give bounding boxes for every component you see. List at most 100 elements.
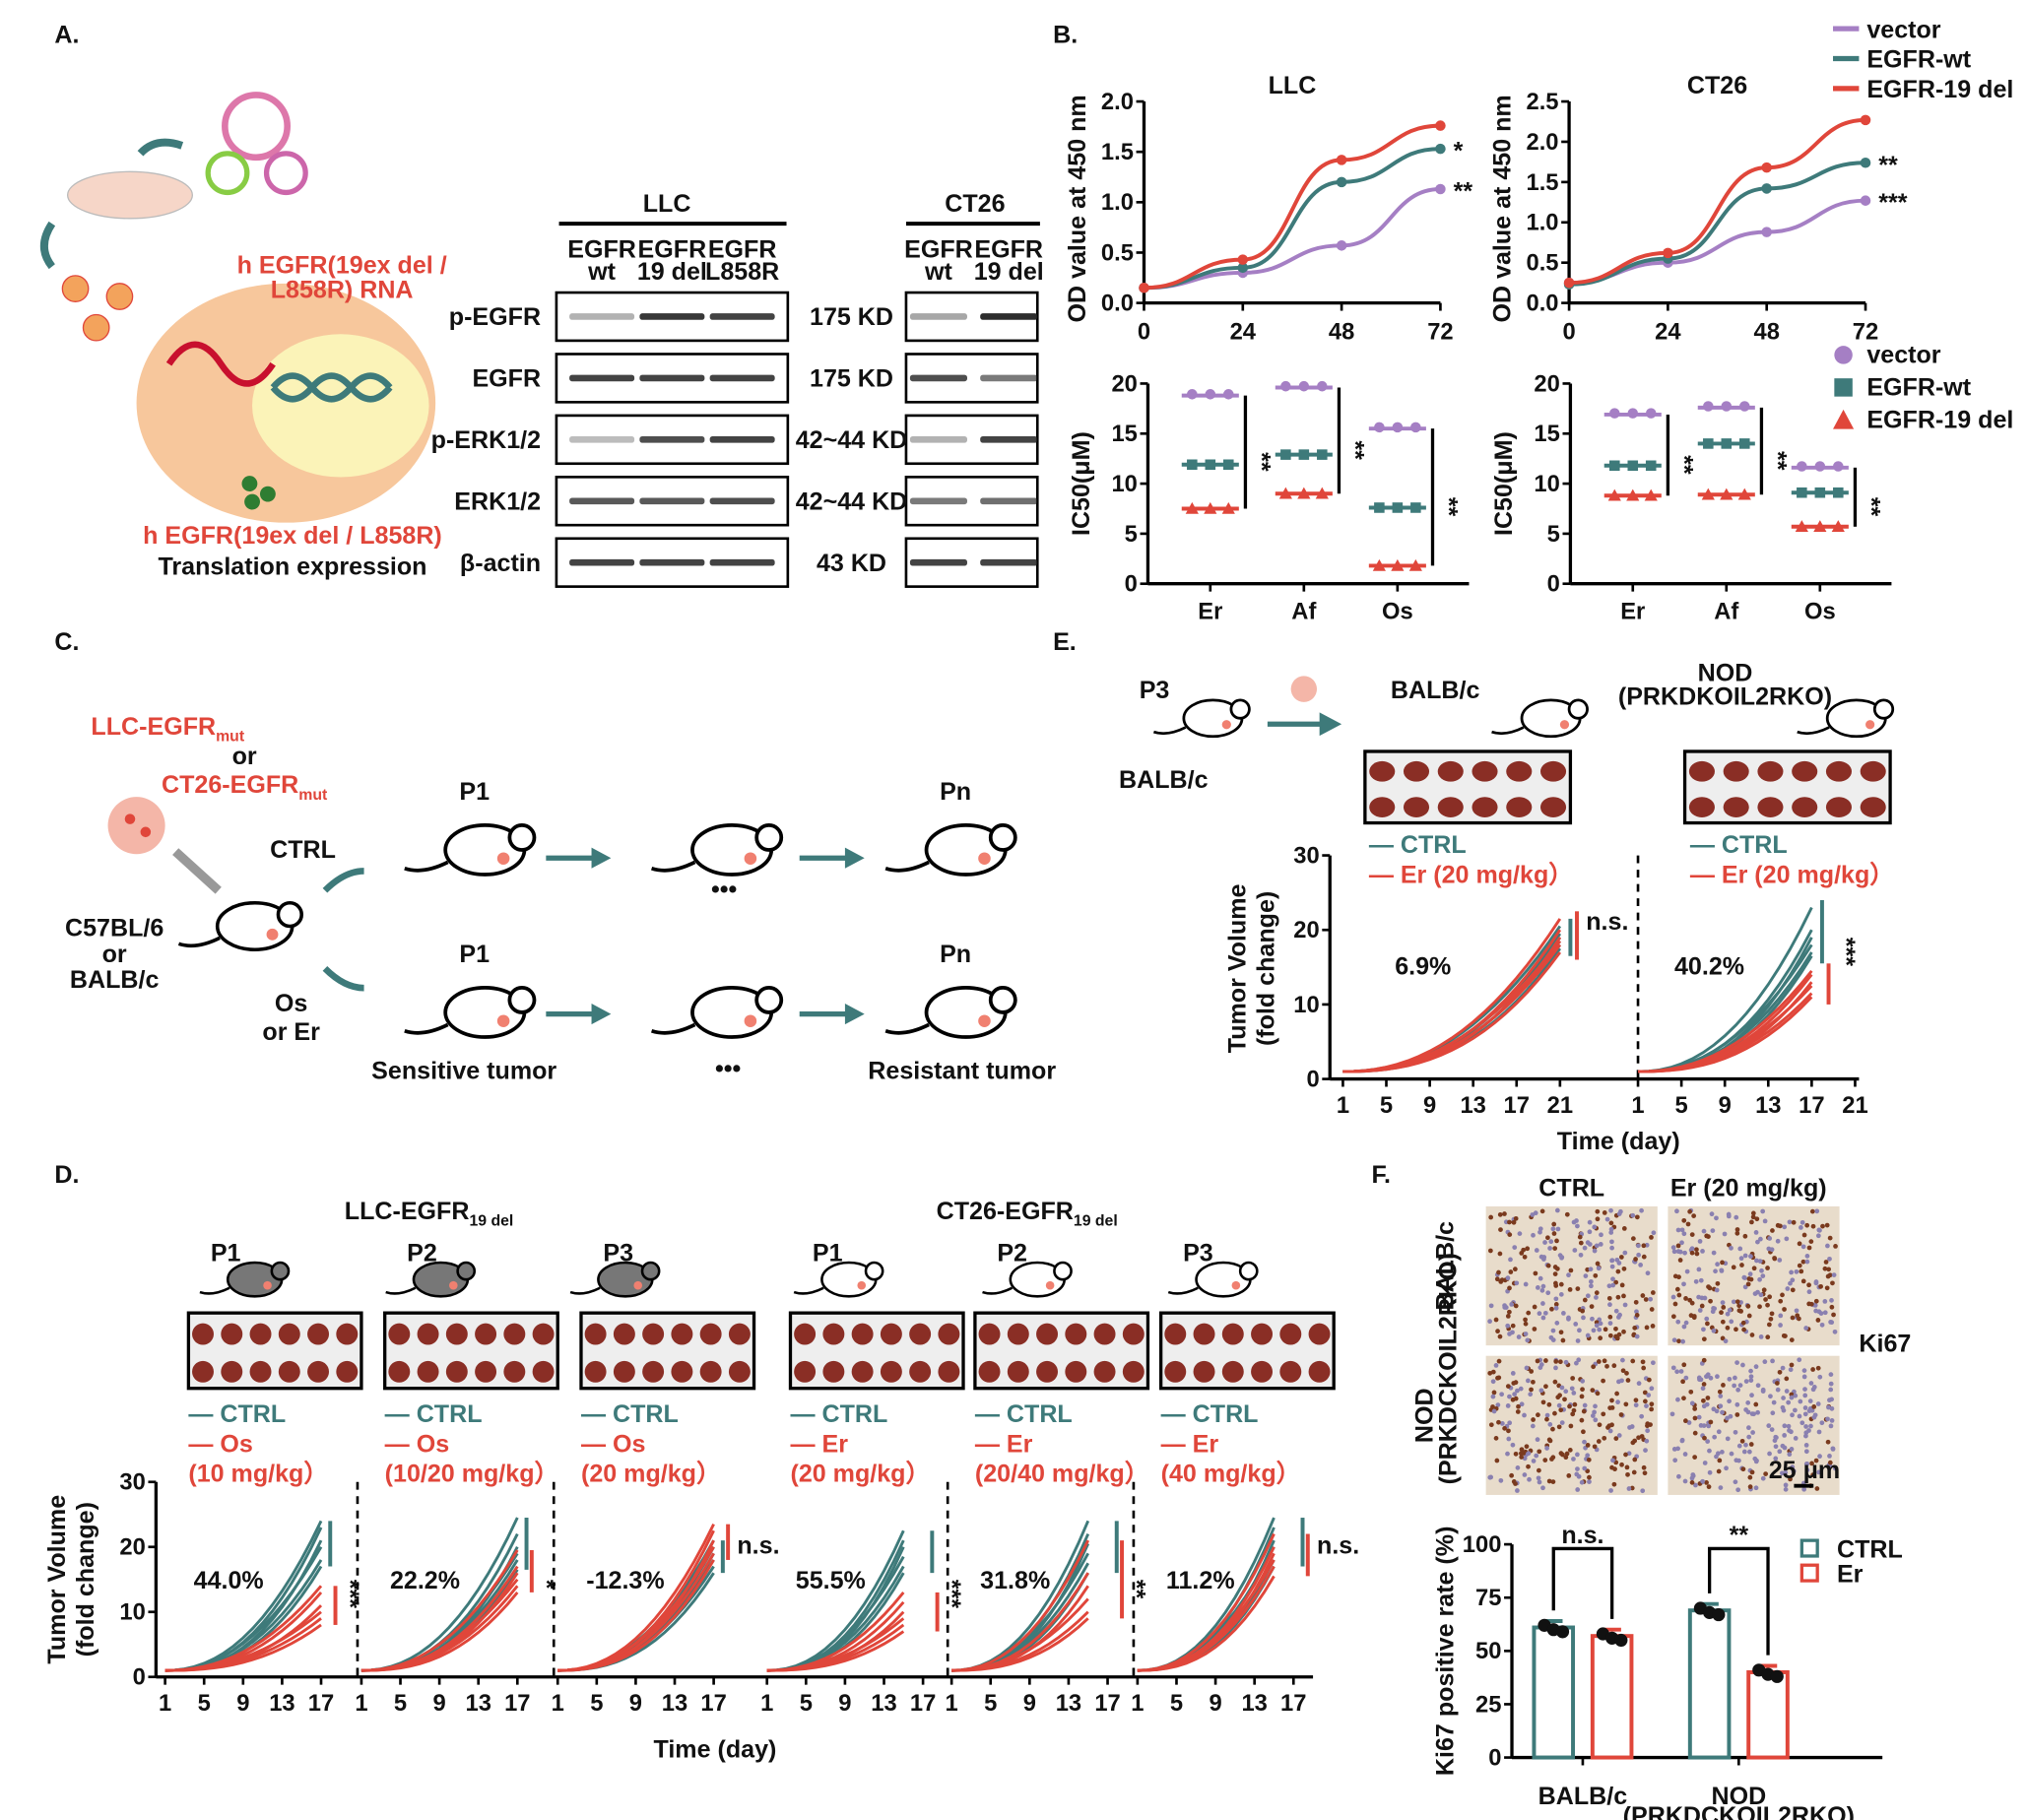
cell-nucleus xyxy=(1581,1408,1587,1414)
cell-nucleus xyxy=(1563,1455,1569,1461)
tumor-specimen xyxy=(1860,760,1886,782)
cell-nucleus xyxy=(1808,1239,1814,1244)
cell-nucleus xyxy=(1682,1250,1687,1256)
cell-nucleus xyxy=(1735,1487,1741,1493)
cell-nucleus xyxy=(1488,1214,1494,1220)
cell-nucleus xyxy=(1675,1397,1680,1402)
mouse-icon xyxy=(650,985,784,1039)
x-tick-label: 24 xyxy=(1230,319,1257,346)
significance-mark: n.s. xyxy=(1317,1531,1359,1559)
cell-nucleus xyxy=(1784,1376,1790,1382)
cell-nucleus xyxy=(1680,1338,1686,1344)
data-point xyxy=(1737,488,1751,500)
cell-nucleus xyxy=(1746,1425,1751,1431)
cell-nucleus xyxy=(1604,1363,1609,1369)
cell-nucleus xyxy=(1496,1375,1502,1381)
blot-band xyxy=(709,558,775,566)
cell-nucleus xyxy=(1513,1215,1519,1221)
legend-dose: (40 mg/kg） xyxy=(1161,1460,1301,1488)
cell-nucleus xyxy=(1731,1265,1736,1270)
cell-nucleus xyxy=(1511,1219,1517,1225)
cell-nucleus xyxy=(1579,1479,1585,1485)
cell-nucleus xyxy=(1558,1407,1564,1413)
plasmid-illustration xyxy=(39,92,308,342)
tumor-specimen xyxy=(699,1323,722,1345)
cell-nucleus xyxy=(1609,1405,1615,1410)
cell-nucleus xyxy=(1609,1245,1614,1251)
cell-nucleus xyxy=(1728,1413,1734,1419)
cell-nucleus xyxy=(1590,1388,1596,1393)
blot-llc-title: LLC xyxy=(643,190,691,218)
cell-nucleus xyxy=(1582,1245,1588,1251)
cell-nucleus xyxy=(1786,1423,1792,1429)
cell-nucleus xyxy=(1510,1323,1516,1329)
tumor-specimen xyxy=(1093,1323,1116,1345)
cell-nucleus xyxy=(1801,1374,1807,1380)
cell-nucleus xyxy=(1541,1257,1546,1262)
cell-nucleus xyxy=(1798,1398,1803,1404)
cell-nucleus xyxy=(1704,1401,1710,1407)
f-stain-label: Ki67 xyxy=(1859,1331,1911,1358)
tumor-specimen xyxy=(1825,797,1852,817)
cell-nucleus xyxy=(1696,1414,1702,1420)
cell-nucleus xyxy=(1699,1303,1705,1309)
data-point xyxy=(1797,461,1807,472)
cell-nucleus xyxy=(1607,1302,1612,1308)
cell-nucleus xyxy=(1621,1293,1626,1299)
x-tick-label: 13 xyxy=(1755,1092,1781,1119)
cell-nucleus xyxy=(1734,1458,1739,1463)
tumor-specimen xyxy=(851,1360,874,1383)
cell-nucleus xyxy=(1693,1278,1699,1284)
y-tick-label: 2.5 xyxy=(1526,89,1558,115)
tumor-mark xyxy=(1221,720,1231,730)
legend-label: EGFR-19 del xyxy=(1866,406,2013,433)
cell-nucleus xyxy=(1814,1486,1820,1491)
significance-mark: * xyxy=(1454,138,1464,165)
cell-nucleus xyxy=(1809,1461,1814,1466)
x-tick-label: 5 xyxy=(1675,1092,1688,1119)
cell-nucleus xyxy=(1802,1393,1808,1398)
cell-nucleus xyxy=(1566,1316,1571,1322)
cell-nucleus xyxy=(1701,1382,1707,1387)
mouse-tail xyxy=(1491,726,1525,736)
cell-nucleus xyxy=(1823,1260,1829,1265)
significance-mark: *** xyxy=(938,1580,965,1609)
cell-nucleus xyxy=(1755,1289,1760,1295)
legend-swatch xyxy=(1833,409,1855,429)
cell-nucleus xyxy=(1791,1468,1797,1474)
sensitive-tumor-label: Sensitive tumor xyxy=(371,1058,556,1085)
legend-label: vector xyxy=(1866,16,1940,43)
tumor-mark xyxy=(857,1280,867,1290)
cell-nucleus xyxy=(1815,1365,1821,1371)
e-nod: NOD xyxy=(1698,660,1753,687)
x-tick-label: 21 xyxy=(1547,1092,1573,1119)
cell-nucleus xyxy=(1523,1321,1529,1327)
cell-nucleus xyxy=(1539,1287,1545,1293)
tumor-specimen xyxy=(1093,1360,1116,1383)
data-point xyxy=(1187,389,1198,400)
cell-nucleus xyxy=(1567,1448,1573,1453)
cell-nucleus xyxy=(1824,1222,1830,1228)
cell-nucleus xyxy=(1748,1374,1754,1380)
x-tick-label: 72 xyxy=(1427,319,1453,346)
legend-dose: (20/40 mg/kg） xyxy=(975,1460,1149,1488)
cell-nucleus xyxy=(1571,1457,1576,1462)
legend-swatch xyxy=(1799,1538,1819,1558)
mouse-tail xyxy=(1797,726,1830,736)
cell-nucleus xyxy=(1828,1387,1834,1393)
cell-nucleus xyxy=(1784,1236,1790,1242)
cell-nucleus xyxy=(1817,1454,1822,1460)
d-ct26-title-text: CT26-EGFR xyxy=(937,1198,1074,1225)
x-tick-label: 13 xyxy=(1241,1690,1267,1717)
cell-nucleus xyxy=(1593,1417,1599,1423)
cell-nucleus xyxy=(1799,1268,1804,1274)
y-tick-label: 30 xyxy=(1293,842,1319,869)
cell-nucleus xyxy=(1519,1251,1525,1256)
cell-nucleus xyxy=(1819,1420,1825,1426)
cell-nucleus xyxy=(1510,1442,1516,1448)
cell-nucleus xyxy=(1560,1337,1566,1343)
data-point xyxy=(1237,262,1249,274)
x-tick-label: Er xyxy=(1620,598,1645,624)
data-point xyxy=(1712,1607,1726,1622)
